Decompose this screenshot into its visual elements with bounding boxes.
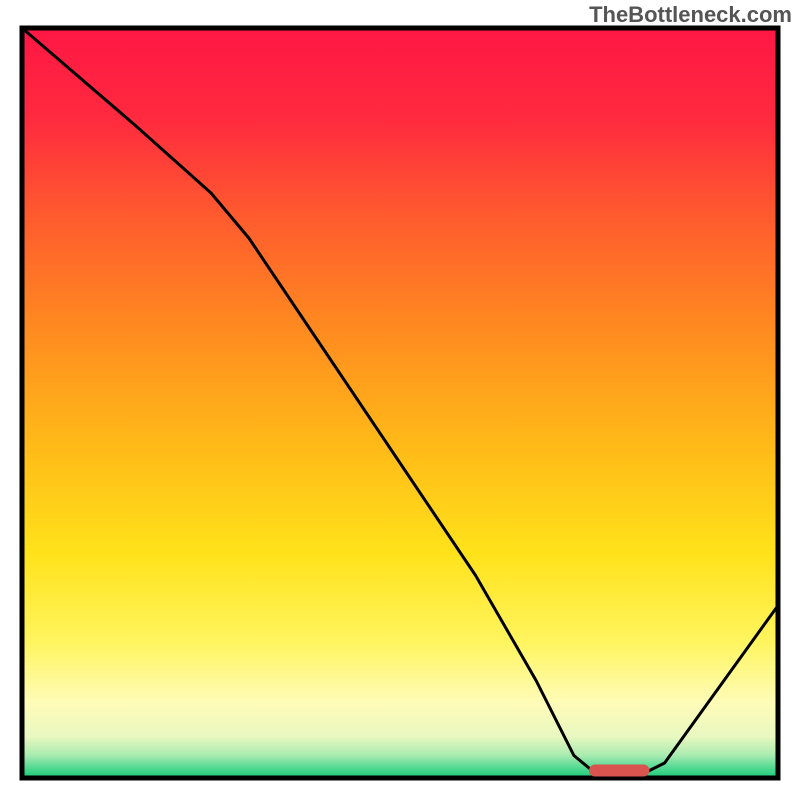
bottleneck-chart	[0, 0, 800, 800]
chart-container: TheBottleneck.com	[0, 0, 800, 800]
optimal-marker	[589, 765, 649, 777]
plot-background	[22, 28, 778, 778]
watermark-text: TheBottleneck.com	[589, 2, 792, 28]
